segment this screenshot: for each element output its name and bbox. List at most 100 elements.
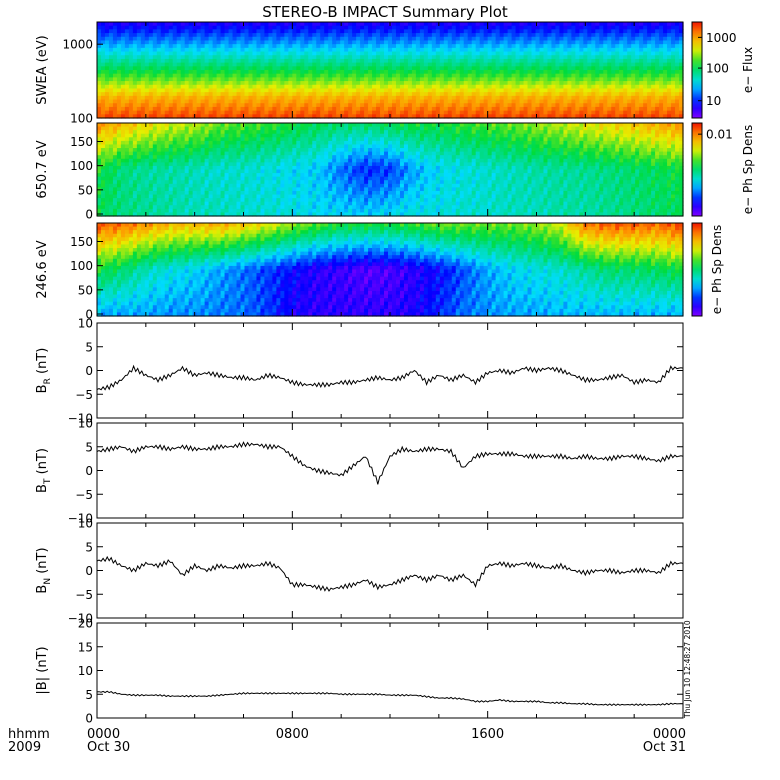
heatmap-cell bbox=[248, 40, 254, 45]
heatmap-cell bbox=[447, 40, 453, 45]
heatmap-cell bbox=[268, 158, 273, 163]
heatmap-cell bbox=[116, 40, 122, 45]
heatmap-cell bbox=[507, 81, 513, 86]
heatmap-cell bbox=[236, 99, 242, 104]
heatmap-cell bbox=[423, 40, 429, 45]
heatmap-cell bbox=[280, 36, 285, 42]
heatmap-cell bbox=[264, 51, 270, 56]
heatmap-cell bbox=[144, 106, 150, 112]
heatmap-cell bbox=[208, 133, 214, 138]
heatmap-cell bbox=[332, 88, 337, 93]
heatmap-cell bbox=[300, 92, 305, 97]
heatmap-cell bbox=[376, 58, 381, 64]
heatmap-cell bbox=[531, 77, 537, 82]
heatmap-cell bbox=[376, 114, 381, 119]
heatmap-cell bbox=[372, 33, 377, 38]
heatmap-cell bbox=[571, 25, 576, 30]
heatmap-cell bbox=[395, 29, 401, 34]
heatmap-cell bbox=[479, 40, 485, 45]
heatmap-cell bbox=[340, 62, 345, 67]
heatmap-cell bbox=[391, 47, 397, 53]
heatmap-cell bbox=[104, 44, 110, 49]
heatmap-cell bbox=[415, 88, 421, 93]
heatmap-cell bbox=[224, 151, 230, 156]
heatmap-cell bbox=[499, 110, 505, 115]
heatmap-cell bbox=[148, 88, 154, 93]
heatmap-cell bbox=[300, 29, 305, 34]
heatmap-cell bbox=[228, 123, 234, 128]
heatmap-cell bbox=[200, 205, 206, 210]
heatmap-cell bbox=[248, 187, 254, 192]
heatmap-cell bbox=[176, 106, 182, 112]
heatmap-cell bbox=[188, 158, 194, 163]
heatmap-cell bbox=[372, 81, 377, 86]
heatmap-cell bbox=[136, 126, 142, 131]
heatmap-cell bbox=[104, 169, 110, 174]
heatmap-cell bbox=[320, 84, 325, 90]
heatmap-cell bbox=[264, 22, 270, 27]
heatmap-cell bbox=[300, 103, 305, 108]
heatmap-cell bbox=[415, 106, 421, 112]
heatmap-cell bbox=[356, 51, 361, 56]
heatmap-cell bbox=[423, 51, 429, 56]
heatmap-cell bbox=[208, 88, 214, 93]
heatmap-cell bbox=[124, 110, 130, 115]
heatmap-cell bbox=[384, 62, 389, 67]
heatmap-cell bbox=[276, 29, 281, 34]
heatmap-cell bbox=[499, 103, 505, 108]
heatmap-cell bbox=[667, 84, 672, 90]
heatmap-cell bbox=[288, 99, 293, 104]
heatmap-cell bbox=[615, 22, 620, 27]
heatmap-cell bbox=[176, 95, 182, 101]
heatmap-cell bbox=[268, 140, 273, 146]
heatmap-cell bbox=[547, 114, 553, 119]
heatmap-cell bbox=[164, 106, 170, 112]
heatmap-cell bbox=[391, 62, 397, 67]
heatmap-cell bbox=[483, 29, 489, 34]
heatmap-cell bbox=[531, 58, 537, 64]
heatmap-cell bbox=[388, 29, 393, 34]
heatmap-cell bbox=[655, 88, 660, 93]
heatmap-cell bbox=[491, 70, 497, 75]
heatmap-cell bbox=[535, 84, 541, 90]
heatmap-cell bbox=[104, 25, 110, 30]
heatmap-cell bbox=[184, 176, 190, 181]
heatmap-cell bbox=[411, 70, 417, 75]
heatmap-cell bbox=[252, 103, 258, 108]
heatmap-cell bbox=[172, 88, 178, 93]
heatmap-cell bbox=[100, 151, 106, 156]
heatmap-cell bbox=[360, 66, 365, 71]
heatmap-cell bbox=[216, 151, 222, 156]
heatmap-cell bbox=[292, 58, 297, 64]
heatmap-cell bbox=[240, 40, 246, 45]
heatmap-cell bbox=[132, 130, 138, 135]
heatmap-cell bbox=[403, 62, 409, 67]
heatmap-cell bbox=[228, 148, 234, 153]
heatmap-cell bbox=[108, 95, 114, 101]
heatmap-cell bbox=[232, 158, 238, 163]
heatmap-cell bbox=[136, 40, 142, 45]
heatmap-cell bbox=[268, 47, 273, 53]
heatmap-cell bbox=[372, 22, 377, 27]
heatmap-cell bbox=[555, 66, 561, 71]
heatmap-cell bbox=[380, 47, 385, 53]
heatmap-cell bbox=[148, 144, 154, 149]
heatmap-cell bbox=[336, 77, 341, 82]
heatmap-cell bbox=[140, 155, 146, 160]
heatmap-cell bbox=[439, 36, 445, 42]
heatmap-cell bbox=[328, 70, 333, 75]
heatmap-cell bbox=[264, 62, 270, 67]
heatmap-cell bbox=[643, 99, 648, 104]
heatmap-cell bbox=[659, 77, 664, 82]
heatmap-cell bbox=[499, 95, 505, 101]
heatmap-cell bbox=[108, 58, 114, 64]
heatmap-cell bbox=[240, 137, 246, 142]
heatmap-cell bbox=[447, 106, 453, 112]
heatmap-cell bbox=[144, 140, 150, 146]
heatmap-cell bbox=[152, 190, 158, 196]
heatmap-cell bbox=[407, 110, 413, 115]
heatmap-cell bbox=[288, 70, 293, 75]
heatmap-cell bbox=[304, 44, 309, 49]
heatmap-cell bbox=[495, 22, 501, 27]
